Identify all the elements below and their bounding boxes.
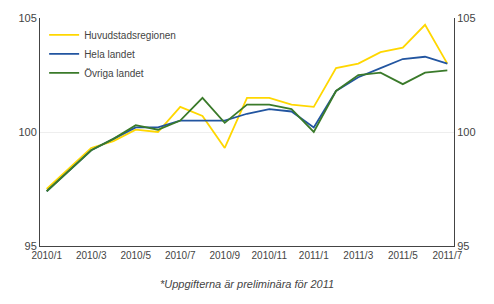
svg-text:2011/3: 2011/3 [343,250,373,261]
svg-text:2011/1: 2011/1 [299,250,329,261]
svg-text:*Uppgifterna är preliminära fö: *Uppgifterna är preliminära för 2011 [160,278,334,290]
svg-text:2010/11: 2010/11 [252,250,288,261]
svg-text:105: 105 [457,12,475,24]
svg-text:2010/3: 2010/3 [76,250,107,261]
svg-text:95: 95 [457,240,469,252]
svg-text:Huvudstadsregionen: Huvudstadsregionen [84,30,176,41]
svg-text:2010/1: 2010/1 [31,250,62,261]
svg-text:Övriga landet: Övriga landet [84,68,144,79]
svg-text:2010/9: 2010/9 [209,250,240,261]
svg-text:105: 105 [18,12,36,24]
svg-text:95: 95 [25,240,37,252]
svg-text:100: 100 [18,126,36,138]
svg-text:100: 100 [457,126,475,138]
svg-text:2010/5: 2010/5 [120,250,151,261]
svg-text:Hela landet: Hela landet [84,49,135,60]
svg-text:2011/5: 2011/5 [388,250,418,261]
svg-text:2011/7: 2011/7 [432,250,462,261]
svg-text:2010/7: 2010/7 [165,250,196,261]
